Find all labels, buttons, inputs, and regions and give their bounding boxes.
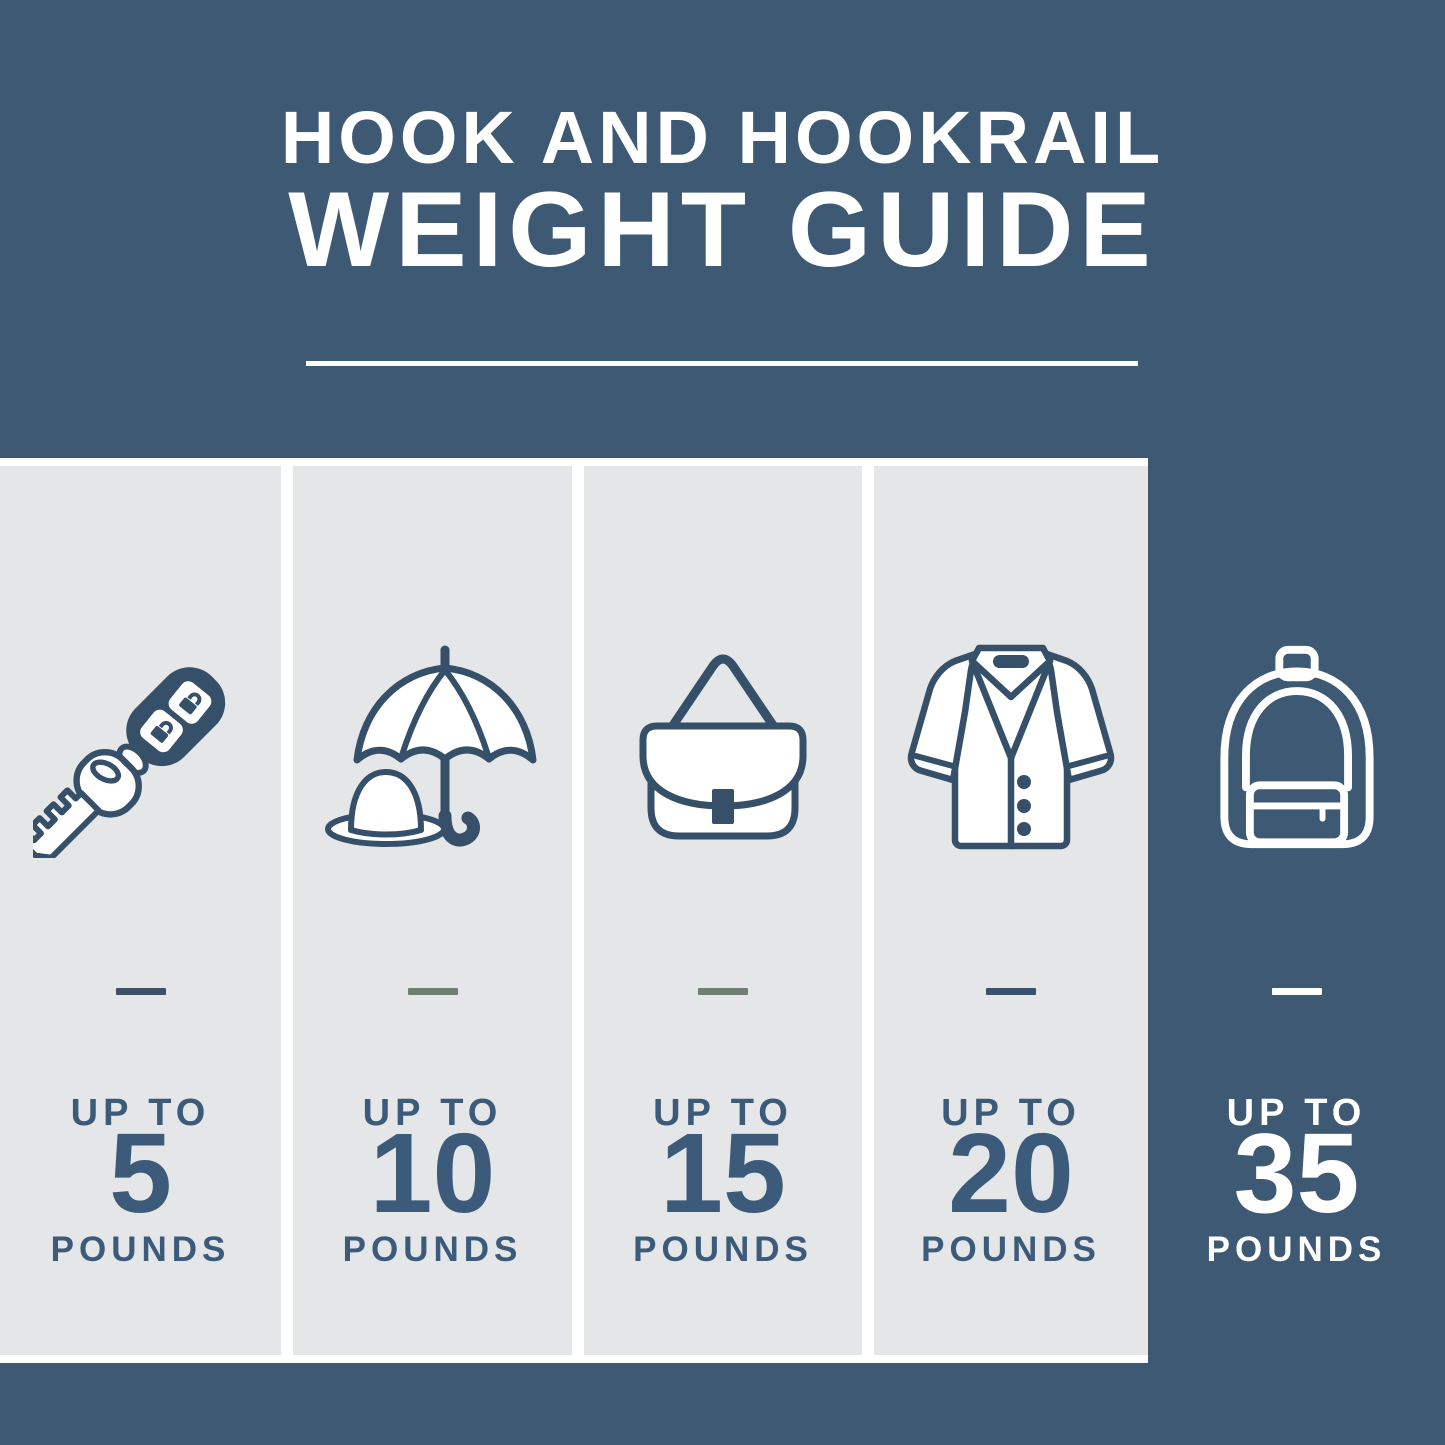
up-to-label: UP TO [653,1092,793,1134]
coat-icon [901,638,1121,862]
capacity-dash [407,988,458,995]
pounds-label: POUNDS [633,1230,813,1269]
weight-column-umbrella: UP TO 10 POUNDS [293,466,572,1355]
capacity-dash [1271,988,1322,995]
title-line-1: HOOK AND HOOKRAIL [280,96,1165,179]
backpack-icon [1187,638,1407,862]
up-to-label: UP TO [362,1092,503,1134]
weight-column-handbag: UP TO 15 POUNDS [584,466,862,1355]
title-divider-line [306,361,1138,366]
pounds-label: POUNDS [50,1230,231,1269]
pounds-label: POUNDS [1206,1230,1387,1269]
car-keys-icon [31,638,251,862]
capacity-dash [115,988,166,995]
pounds-label: POUNDS [342,1230,523,1269]
page-title: HOOK AND HOOKRAIL WEIGHT GUIDE [0,100,1445,283]
weight-column-backpack: UP TO 35 POUNDS [1148,466,1445,1355]
capacity-dash [698,988,748,995]
weight-value: 10 [369,1110,496,1236]
title-line-2: WEIGHT GUIDE [288,169,1157,289]
capacity-dash [986,988,1036,995]
weight-value: 15 [660,1110,786,1236]
up-to-label: UP TO [941,1092,1081,1134]
weight-value: 20 [948,1110,1074,1236]
up-to-label: UP TO [70,1092,211,1134]
handbag-icon [613,638,833,862]
weight-column-coat: UP TO 20 POUNDS [874,466,1148,1355]
umbrella-hat-icon [323,638,543,862]
weight-value: 5 [109,1110,172,1236]
up-to-label: UP TO [1226,1092,1367,1134]
weight-column-keys: UP TO 5 POUNDS [0,466,281,1355]
pounds-label: POUNDS [921,1230,1101,1269]
weight-value: 35 [1233,1110,1360,1236]
